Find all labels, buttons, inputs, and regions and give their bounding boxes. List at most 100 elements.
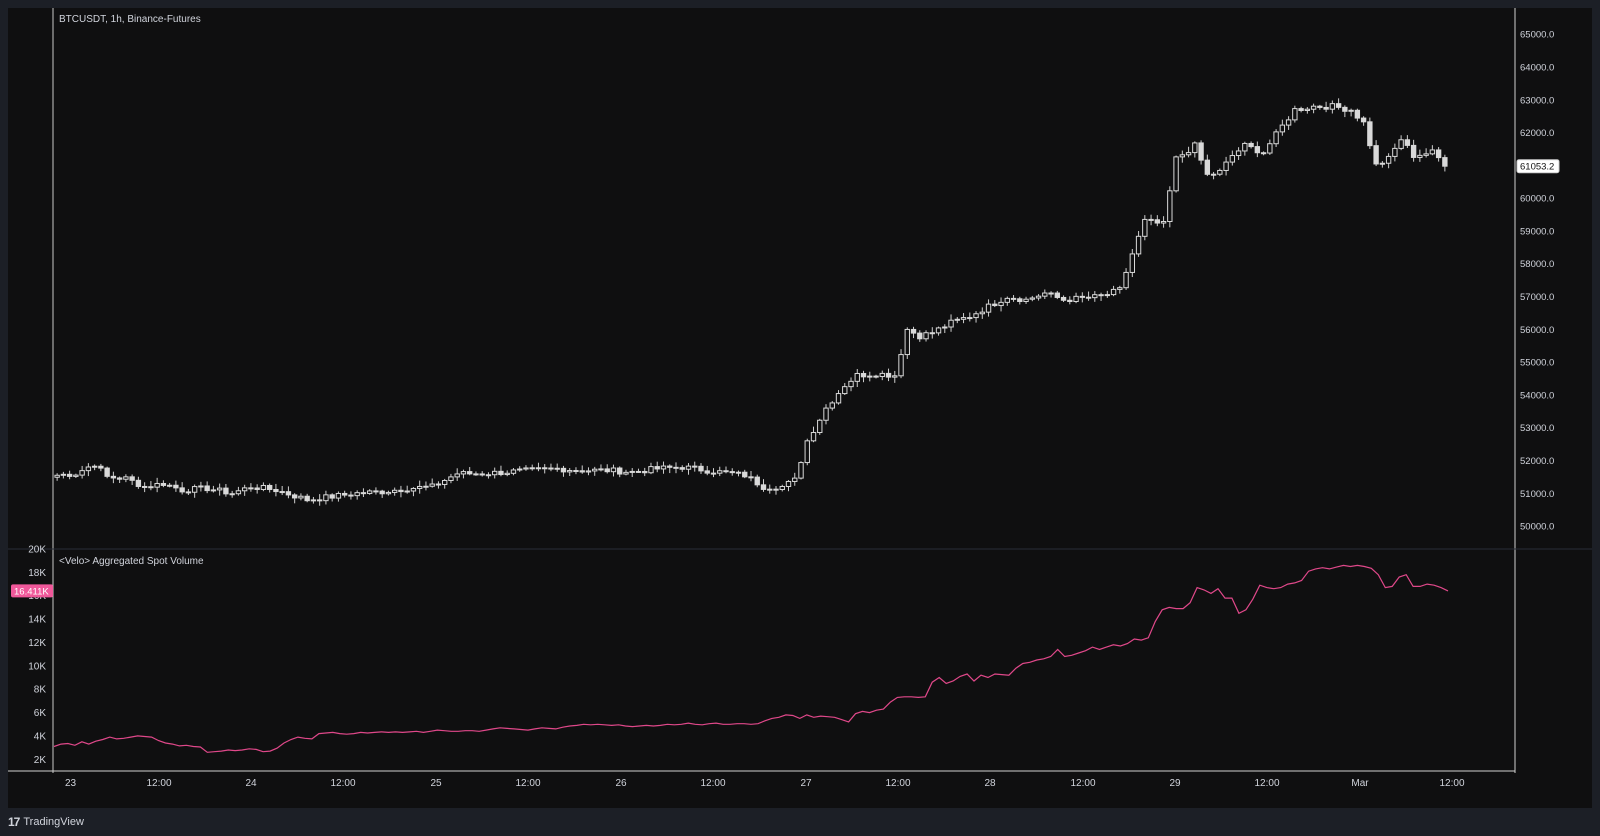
candle: [291, 493, 298, 504]
candle-body: [635, 470, 642, 473]
candle-body: [1429, 149, 1436, 155]
candle-body: [379, 490, 385, 495]
candle: [560, 465, 567, 477]
candle-body: [473, 473, 479, 476]
candle: [954, 317, 960, 324]
candle: [129, 474, 135, 485]
candle: [198, 481, 204, 492]
candle-body: [442, 480, 448, 485]
candle-body: [1385, 155, 1392, 164]
candle: [429, 478, 435, 488]
candle: [1117, 285, 1123, 294]
candle-body: [1310, 105, 1317, 110]
candle-body: [423, 485, 429, 488]
candle: [1373, 140, 1379, 167]
candle: [1423, 148, 1429, 158]
candle: [1048, 291, 1054, 298]
candle-body: [1329, 103, 1336, 110]
footer-bar: 17 TradingView: [0, 808, 1600, 836]
candle-body: [560, 467, 567, 473]
candle-body: [229, 493, 235, 496]
candle-body: [617, 467, 623, 475]
candle: [729, 468, 735, 476]
time-axis[interactable]: 23 12:00 24 12:00 25 12:00 26 12:00 27 12:00 28 12:…: [65, 778, 1465, 789]
candle: [398, 485, 404, 498]
candle: [979, 307, 985, 319]
price-tick-label: 50000.0: [1520, 522, 1554, 533]
candle: [1229, 150, 1236, 166]
price-axis[interactable]: 65000.064000.063000.062000.061000.060000…: [1520, 30, 1554, 533]
candle: [942, 324, 948, 334]
time-tick-label: 12:00: [700, 778, 725, 789]
candle: [166, 482, 173, 488]
candle: [1173, 155, 1179, 193]
candle-body: [779, 485, 785, 491]
candle-body: [1148, 218, 1154, 221]
candle-body: [885, 372, 892, 378]
time-tick-label: 28: [984, 778, 996, 789]
candle: [948, 314, 954, 332]
candle-body: [1142, 218, 1148, 237]
candle: [967, 312, 973, 322]
candle: [1210, 171, 1217, 180]
candle: [479, 471, 485, 477]
time-tick-label: 12:00: [1439, 778, 1464, 789]
candle-body: [879, 372, 885, 378]
candle-body: [992, 303, 998, 307]
candle: [454, 468, 460, 481]
volume-axis[interactable]: 20K18K16K14K12K10K8K6K4K2K: [28, 545, 46, 766]
volume-tick-label: 6K: [34, 708, 47, 719]
candle: [810, 426, 817, 443]
time-tick-label: 12:00: [146, 778, 171, 789]
candle-body: [485, 474, 492, 477]
candle-body: [223, 487, 229, 495]
candle: [629, 468, 635, 478]
candle: [460, 469, 467, 479]
candle: [823, 404, 829, 425]
candle-body: [673, 466, 679, 469]
candle-body: [1279, 124, 1286, 133]
candle: [1342, 105, 1348, 118]
candle-body: [1198, 142, 1204, 161]
candle-body: [1092, 294, 1098, 299]
chart-canvas[interactable]: BTCUSDT, 1h, Binance-Futures <Velo> Aggr…: [8, 8, 1592, 808]
candle: [1092, 291, 1098, 302]
tradingview-logo-icon: 17: [8, 815, 20, 829]
candle-body: [366, 490, 373, 494]
candle: [735, 470, 742, 477]
candle-body: [1398, 139, 1404, 149]
candle-body: [335, 492, 342, 499]
candle-body: [1079, 295, 1085, 298]
candle: [579, 465, 585, 474]
candle: [717, 466, 723, 477]
candle-body: [735, 471, 742, 474]
candle: [323, 490, 329, 505]
candle: [423, 481, 429, 491]
tradingview-logo[interactable]: 17 TradingView: [8, 815, 84, 829]
candle: [1298, 106, 1304, 113]
candle-body: [679, 467, 685, 470]
candle: [523, 465, 529, 471]
candle-body: [998, 301, 1004, 307]
candle: [154, 477, 160, 493]
candle-body: [1204, 159, 1211, 175]
candle-body: [1179, 154, 1186, 158]
candle-body: [948, 319, 954, 328]
candle: [1079, 292, 1085, 303]
candle: [335, 491, 342, 502]
volume-tick-label: 14K: [28, 615, 46, 626]
candle-body: [623, 471, 629, 475]
candle: [1073, 292, 1079, 304]
volume-tick-label: 10K: [28, 661, 46, 672]
candle: [60, 471, 67, 479]
price-tick-label: 55000.0: [1520, 358, 1554, 369]
candle-body: [1035, 295, 1042, 299]
candle-body: [498, 470, 504, 476]
candle-body: [348, 494, 354, 497]
candle: [467, 467, 473, 476]
candle-body: [1417, 154, 1423, 158]
candle-body: [1373, 145, 1379, 165]
candle-body: [154, 483, 160, 488]
candle-body: [116, 477, 123, 480]
candle: [1367, 117, 1373, 149]
